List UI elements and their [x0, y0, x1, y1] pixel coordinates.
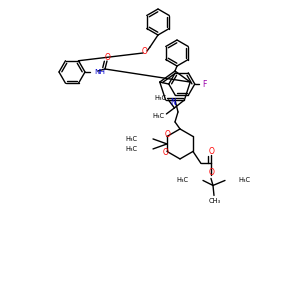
Text: H₃C: H₃C [125, 146, 137, 152]
Text: O: O [209, 168, 215, 177]
Text: H₃C: H₃C [125, 136, 137, 142]
Text: NH: NH [94, 69, 105, 75]
Text: O: O [163, 148, 169, 157]
Text: H₃C: H₃C [238, 177, 250, 183]
Text: O: O [165, 130, 171, 139]
Text: O: O [105, 52, 111, 62]
Text: H₃C: H₃C [154, 95, 166, 101]
Text: N: N [170, 98, 176, 107]
Text: H₃C: H₃C [177, 177, 189, 183]
Text: F: F [202, 80, 206, 88]
Text: O: O [209, 147, 215, 156]
Text: O: O [142, 47, 148, 56]
Text: H₃C: H₃C [152, 113, 164, 119]
Text: CH₃: CH₃ [209, 198, 221, 204]
